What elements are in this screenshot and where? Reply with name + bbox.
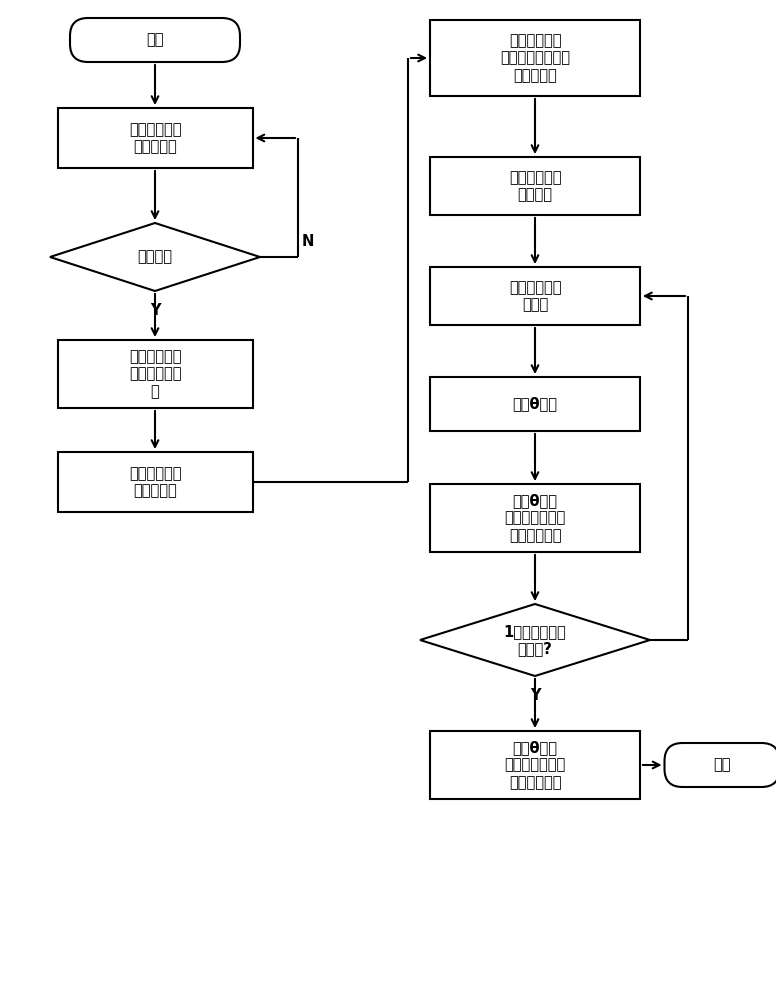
Text: 信号采集器接
收有车信号: 信号采集器接 收有车信号 xyxy=(129,466,182,498)
Text: 1个采集周期是
否结束?: 1个采集周期是 否结束? xyxy=(504,624,566,656)
Text: 判断θ角度: 判断θ角度 xyxy=(512,396,557,412)
Bar xyxy=(430,731,640,799)
Text: 结束: 结束 xyxy=(713,758,731,772)
Bar xyxy=(57,108,252,168)
Polygon shape xyxy=(420,604,650,676)
Text: 根据θ角度
进行长度补偿并
获得车辆长度: 根据θ角度 进行长度补偿并 获得车辆长度 xyxy=(504,740,566,790)
Text: 根据θ角度
进行宽度补偿并
获得车辆宽度: 根据θ角度 进行宽度补偿并 获得车辆宽度 xyxy=(504,493,566,543)
Bar xyxy=(57,340,252,408)
Text: 实时测量高度
最大値: 实时测量高度 最大値 xyxy=(509,280,561,312)
Text: 是否有车: 是否有车 xyxy=(137,249,172,264)
Polygon shape xyxy=(50,223,260,291)
Text: 进入一个信号
采集周期: 进入一个信号 采集周期 xyxy=(509,170,561,202)
Text: Y: Y xyxy=(530,688,540,703)
Text: 车位检测传感
器检测车辆: 车位检测传感 器检测车辆 xyxy=(129,122,182,154)
Text: N: N xyxy=(302,234,314,249)
Bar xyxy=(430,267,640,325)
Bar xyxy=(430,157,640,215)
Text: 发送触发信号
（信号采集器向光
幕传感器）: 发送触发信号 （信号采集器向光 幕传感器） xyxy=(500,33,570,83)
Bar xyxy=(57,452,252,512)
FancyBboxPatch shape xyxy=(70,18,240,62)
Text: 开始: 开始 xyxy=(146,32,164,47)
Text: Y: Y xyxy=(150,303,161,318)
Bar xyxy=(430,377,640,431)
Text: 将有车信号发
送给信号采集
器: 将有车信号发 送给信号采集 器 xyxy=(129,349,182,399)
Bar xyxy=(430,20,640,96)
Bar xyxy=(430,484,640,552)
FancyBboxPatch shape xyxy=(664,743,776,787)
